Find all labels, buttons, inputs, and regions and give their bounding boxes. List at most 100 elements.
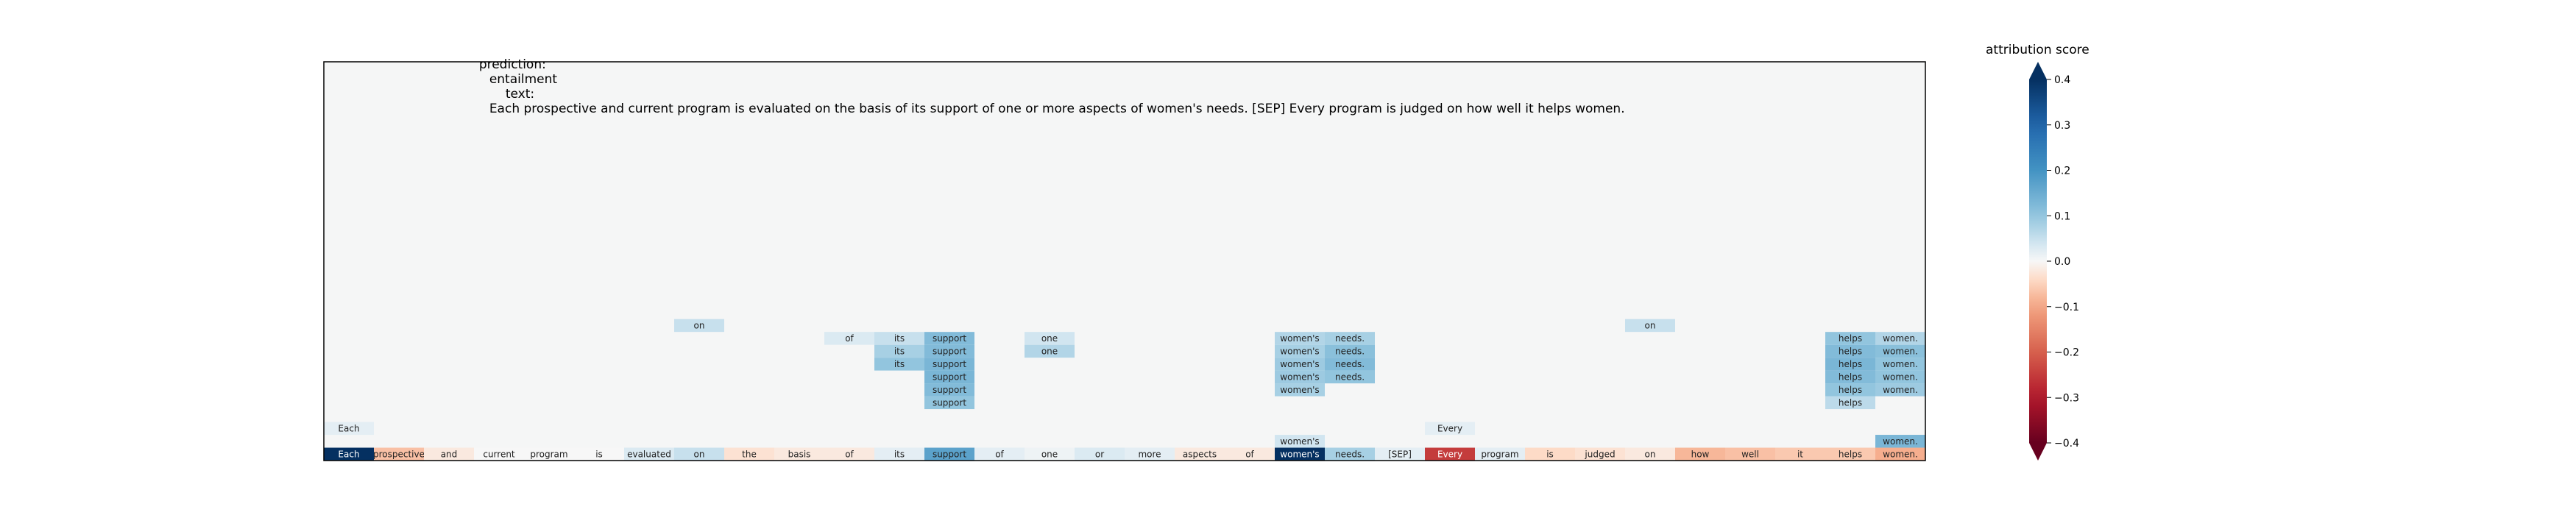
- token-fill: [1125, 447, 1175, 461]
- token-label: Each: [338, 449, 359, 459]
- heatmap-cell: women's: [1275, 435, 1325, 448]
- heatmap-cell: needs.: [1325, 358, 1375, 371]
- heatmap-cell: women.: [1875, 370, 1925, 384]
- token-fill: [1575, 447, 1625, 461]
- token-label: the: [742, 449, 757, 459]
- token-fill: [424, 447, 474, 461]
- cell-fill: [1875, 332, 1925, 345]
- cell-label: support: [933, 372, 966, 382]
- cell-label: on: [1645, 320, 1656, 330]
- colorbar-tick-label: 0.0: [2054, 256, 2070, 268]
- cell-fill: [1275, 358, 1325, 371]
- token-label: or: [1095, 449, 1104, 459]
- cell-label: one: [1041, 333, 1058, 344]
- token-label: basis: [788, 449, 811, 459]
- token-label: women's: [1280, 449, 1319, 459]
- heatmap-frame: [323, 61, 1926, 461]
- cell-label: helps: [1839, 346, 1862, 356]
- token-cell: on: [1625, 447, 1675, 461]
- token-label: current: [483, 449, 515, 459]
- token-fill: [674, 447, 724, 461]
- cell-label: women's: [1280, 372, 1319, 382]
- token-cell: judged: [1575, 447, 1625, 461]
- token-fill: [524, 447, 574, 461]
- cell-fill: [674, 319, 724, 333]
- colorbar-gradient: [2029, 79, 2047, 443]
- cell-label: women.: [1883, 372, 1918, 382]
- token-cell: program: [1475, 447, 1525, 461]
- token-cell: it: [1775, 447, 1825, 461]
- token-label: is: [595, 449, 603, 459]
- heatmap-cell: Every: [1425, 422, 1475, 436]
- token-fill: [574, 447, 624, 461]
- token-label: judged: [1584, 449, 1615, 459]
- cell-label: support: [933, 346, 966, 356]
- token-label: and: [441, 449, 458, 459]
- cell-fill: [1425, 422, 1475, 436]
- cell-fill: [924, 332, 974, 345]
- cell-label: Each: [338, 423, 359, 433]
- token-label: [SEP]: [1388, 449, 1412, 459]
- heatmap-cell: Each: [324, 422, 374, 436]
- cell-fill: [1325, 358, 1375, 371]
- token-cell: is: [574, 447, 624, 461]
- token-cell: current: [474, 447, 524, 461]
- cell-fill: [1275, 370, 1325, 384]
- token-label: women.: [1883, 449, 1918, 459]
- token-cell: evaluated: [624, 447, 674, 461]
- token-fill: [1375, 447, 1425, 461]
- heatmap-cell: on: [674, 319, 724, 333]
- token-label: Every: [1437, 449, 1462, 459]
- prediction-value: entailment: [489, 72, 558, 87]
- heatmap-cell: its: [874, 332, 924, 345]
- colorbar-tick-label: −0.3: [2054, 392, 2079, 404]
- token-fill: [1425, 447, 1475, 461]
- token-label: it: [1797, 449, 1803, 459]
- cell-fill: [1875, 344, 1925, 358]
- heatmap-cell: women.: [1875, 344, 1925, 358]
- cell-label: women.: [1883, 436, 1918, 447]
- heatmap-cell: helps: [1825, 396, 1875, 410]
- token-label: well: [1741, 449, 1759, 459]
- cell-fill: [1275, 435, 1325, 448]
- cell-label: its: [894, 346, 905, 356]
- cell-fill: [1825, 358, 1875, 371]
- token-fill: [474, 447, 524, 461]
- token-cell: support: [924, 447, 974, 461]
- cell-label: helps: [1839, 397, 1862, 408]
- token-cell: needs.: [1325, 447, 1375, 461]
- token-cell: its: [874, 447, 924, 461]
- token-fill: [1275, 447, 1325, 461]
- cell-fill: [1275, 344, 1325, 358]
- cell-fill: [1275, 383, 1325, 397]
- cell-label: on: [694, 320, 705, 330]
- cell-fill: [1625, 319, 1675, 333]
- token-fill: [1325, 447, 1375, 461]
- token-fill: [924, 447, 974, 461]
- token-row: Each prospective and current program is evalua…: [324, 447, 1925, 461]
- token-cell: basis: [774, 447, 824, 461]
- cell-fill: [1875, 383, 1925, 397]
- cell-fill: [1875, 435, 1925, 448]
- token-fill: [624, 447, 674, 461]
- token-cell: prospective: [373, 447, 425, 461]
- cell-fill: [1825, 332, 1875, 345]
- token-fill: [1825, 447, 1875, 461]
- token-fill: [724, 447, 774, 461]
- cell-label: women.: [1883, 346, 1918, 356]
- token-cell: on: [674, 447, 724, 461]
- cell-fill: [924, 383, 974, 397]
- token-cell: women.: [1875, 447, 1925, 461]
- heatmap-cell: one: [1025, 344, 1075, 358]
- token-fill: [1625, 447, 1675, 461]
- token-cell: more: [1125, 447, 1175, 461]
- cell-label: women.: [1883, 385, 1918, 395]
- heatmap-cell: women's: [1275, 344, 1325, 358]
- heatmap-cell: women.: [1875, 332, 1925, 345]
- token-label: needs.: [1335, 449, 1365, 459]
- colorbar-tick-label: 0.4: [2054, 74, 2070, 86]
- heatmap-cell: women's: [1275, 358, 1325, 371]
- token-cell: is: [1525, 447, 1575, 461]
- cell-label: its: [894, 333, 905, 344]
- cell-label: support: [933, 359, 966, 369]
